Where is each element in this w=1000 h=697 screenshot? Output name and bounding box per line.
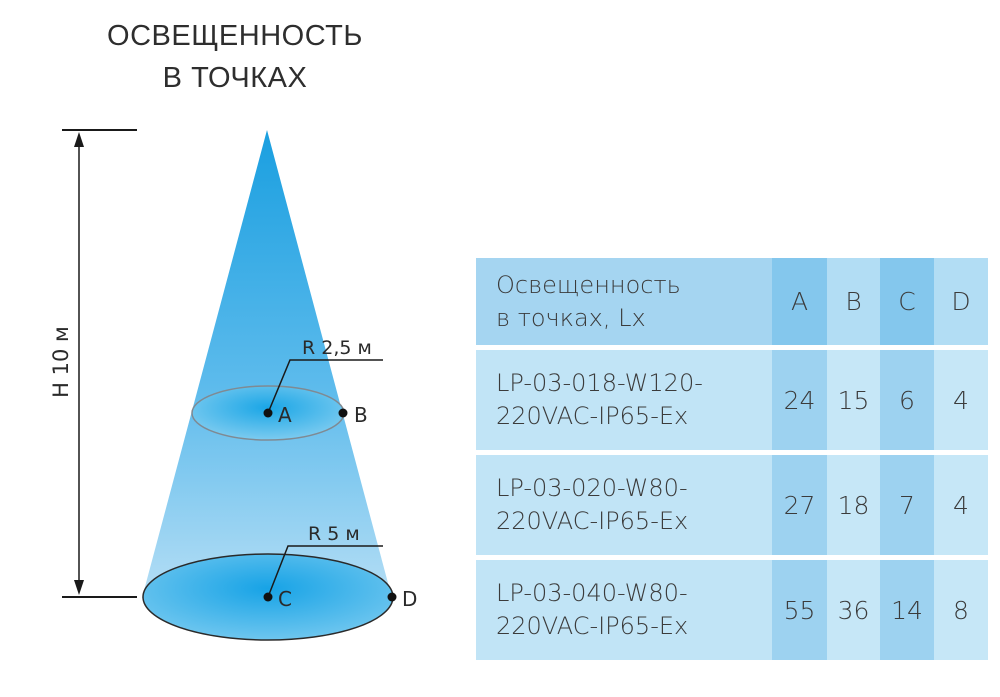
point-d-marker bbox=[387, 592, 397, 602]
table-header-row: Освещенность в точках, Lx A B C D bbox=[476, 258, 988, 345]
row-value-b: 18 bbox=[827, 455, 880, 555]
row-value-b: 15 bbox=[827, 350, 880, 450]
row-value-a: 24 bbox=[772, 350, 827, 450]
row-name-line-1: LP-03-020-W80- bbox=[496, 474, 688, 502]
upper-radius-label: R 2,5 м bbox=[302, 337, 372, 359]
row-name-cell: LP-03-020-W80- 220VAC-IP65-Ex bbox=[476, 455, 772, 555]
row-name-cell: LP-03-040-W80- 220VAC-IP65-Ex bbox=[476, 560, 772, 660]
light-beam bbox=[142, 130, 392, 598]
row-name-line-2: 220VAC-IP65-Ex bbox=[496, 612, 689, 640]
header-col-b: B bbox=[827, 258, 880, 345]
row-value-d: 8 bbox=[934, 560, 988, 660]
header-name-line-1: Освещенность bbox=[496, 270, 681, 299]
row-value-a: 27 bbox=[772, 455, 827, 555]
arrow-down bbox=[74, 580, 84, 595]
point-b-label: B bbox=[354, 403, 368, 427]
row-value-a: 55 bbox=[772, 560, 827, 660]
row-name-line-2: 220VAC-IP65-Ex bbox=[496, 507, 689, 535]
row-name-line-1: LP-03-040-W80- bbox=[496, 579, 688, 607]
row-name-line-1: LP-03-018-W120- bbox=[496, 369, 703, 397]
row-value-c: 14 bbox=[880, 560, 934, 660]
point-a-marker bbox=[263, 408, 273, 418]
row-value-c: 6 bbox=[880, 350, 934, 450]
table-row: LP-03-040-W80- 220VAC-IP65-Ex 55 36 14 8 bbox=[476, 560, 988, 660]
point-c-label: C bbox=[278, 587, 292, 611]
row-value-c: 7 bbox=[880, 455, 934, 555]
point-b-marker bbox=[338, 408, 348, 418]
light-cone-diagram: H 10 м R 2,5 м A B R 5 м C D bbox=[49, 129, 417, 641]
row-name-line-2: 220VAC-IP65-Ex bbox=[496, 402, 689, 430]
row-value-d: 4 bbox=[934, 455, 988, 555]
header-col-c: C bbox=[880, 258, 934, 345]
table-row: LP-03-020-W80- 220VAC-IP65-Ex 27 18 7 4 bbox=[476, 455, 988, 555]
point-a-label: A bbox=[278, 403, 292, 427]
row-name-cell: LP-03-018-W120- 220VAC-IP65-Ex bbox=[476, 350, 772, 450]
header-name-line-2: в точках, Lx bbox=[496, 303, 646, 332]
row-value-d: 4 bbox=[934, 350, 988, 450]
illuminance-table: Освещенность в точках, Lx A B C D LP-03-… bbox=[476, 258, 988, 660]
point-d-label: D bbox=[402, 587, 417, 611]
title-line-1: ОСВЕЩЕННОСТЬ bbox=[107, 20, 363, 52]
lower-radius-label: R 5 м bbox=[308, 523, 360, 545]
title-line-2: В ТОЧКАХ bbox=[162, 62, 308, 94]
table-row: LP-03-018-W120- 220VAC-IP65-Ex 24 15 6 4 bbox=[476, 350, 988, 450]
row-value-b: 36 bbox=[827, 560, 880, 660]
header-name-cell: Освещенность в точках, Lx bbox=[476, 258, 772, 345]
upper-radius-leader bbox=[267, 359, 383, 414]
lower-radius-leader bbox=[267, 545, 383, 598]
header-col-a: A bbox=[772, 258, 827, 345]
arrow-up bbox=[74, 132, 84, 147]
point-c-marker bbox=[263, 592, 273, 602]
height-label: H 10 м bbox=[49, 326, 73, 398]
header-col-d: D bbox=[934, 258, 988, 345]
